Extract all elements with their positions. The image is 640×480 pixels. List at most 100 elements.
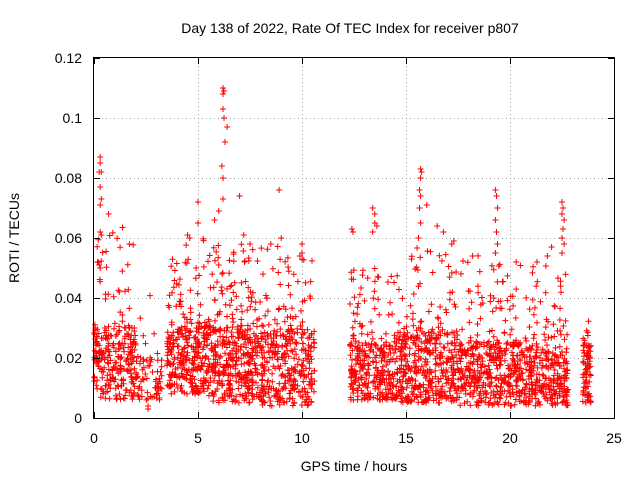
data-point: [209, 390, 216, 396]
data-point: [146, 362, 153, 369]
data-point: [127, 349, 134, 356]
data-point: [562, 317, 569, 324]
data-point: [260, 343, 266, 350]
data-point: [544, 253, 551, 259]
data-point: [134, 391, 141, 398]
data-point: [509, 349, 515, 356]
data-point: [205, 316, 212, 323]
data-point: [123, 357, 130, 363]
data-point: [192, 275, 199, 282]
data-point: [417, 193, 424, 199]
data-point: [415, 399, 422, 406]
data-point: [535, 400, 541, 407]
data-point: [561, 241, 568, 247]
data-point: [398, 368, 404, 375]
data-point: [208, 345, 215, 352]
data-point: [516, 398, 523, 405]
data-point: [224, 324, 231, 331]
data-point: [436, 252, 443, 259]
data-point: [285, 264, 292, 271]
data-point: [215, 262, 222, 268]
data-point: [292, 385, 298, 391]
data-point: [493, 229, 500, 235]
data-point: [564, 331, 571, 338]
data-point: [381, 369, 388, 375]
data-point: [389, 311, 396, 318]
data-point: [555, 375, 562, 382]
data-point: [511, 401, 518, 408]
data-point: [255, 338, 262, 345]
data-point: [224, 285, 230, 292]
data-point: [184, 349, 191, 356]
data-point: [157, 368, 164, 375]
data-point: [425, 381, 432, 388]
data-point: [516, 392, 523, 399]
data-point: [505, 373, 512, 379]
data-point: [232, 362, 239, 369]
data-point: [463, 351, 470, 358]
data-point: [355, 300, 362, 307]
data-point: [359, 322, 366, 329]
data-point: [307, 278, 314, 285]
data-point: [379, 363, 386, 370]
data-point: [410, 310, 416, 317]
data-point: [97, 184, 104, 190]
data-point: [543, 363, 550, 370]
data-point: [285, 353, 292, 360]
data-point: [153, 395, 160, 402]
data-point: [142, 340, 149, 347]
data-point: [550, 377, 557, 384]
data-point: [275, 269, 282, 276]
data-point: [459, 349, 466, 356]
data-point: [212, 328, 218, 335]
data-point: [455, 366, 462, 373]
data-point: [151, 330, 158, 337]
data-point: [411, 396, 418, 403]
data-point: [128, 373, 135, 380]
data-point: [565, 386, 572, 393]
data-point: [587, 393, 594, 400]
data-point: [304, 402, 311, 409]
data-point: [555, 275, 561, 282]
data-point: [218, 380, 225, 387]
data-point: [106, 352, 113, 359]
data-point: [580, 360, 587, 366]
data-point: [418, 318, 425, 325]
data-point: [272, 393, 279, 400]
data-point: [534, 319, 540, 326]
data-point: [240, 248, 247, 254]
data-point: [276, 380, 283, 387]
data-point: [173, 303, 180, 310]
data-point: [559, 387, 566, 393]
data-point: [529, 381, 536, 388]
data-point: [563, 367, 570, 374]
data-point: [478, 370, 485, 377]
data-point: [511, 369, 518, 376]
data-point: [245, 358, 252, 365]
data-point: [121, 324, 128, 331]
data-point: [184, 319, 191, 326]
data-point: [274, 243, 281, 250]
data-point: [133, 369, 139, 376]
data-point: [413, 363, 420, 370]
data-point: [204, 341, 210, 348]
data-point: [410, 291, 417, 297]
data-point: [351, 377, 357, 384]
data-point: [556, 392, 563, 399]
data-point: [354, 304, 361, 311]
data-point: [285, 328, 292, 334]
data-point: [364, 369, 370, 376]
data-point: [415, 366, 421, 373]
data-point: [528, 381, 535, 388]
data-point: [371, 378, 378, 385]
data-point: [241, 341, 247, 348]
x-tick-labels: 0 5 10 15 20 25: [90, 430, 622, 446]
data-point: [498, 305, 505, 312]
data-point: [283, 398, 290, 405]
data-point: [271, 316, 278, 323]
data-point: [372, 354, 379, 361]
data-point: [564, 360, 571, 367]
data-point: [523, 337, 530, 344]
data-point: [356, 368, 363, 374]
data-point: [307, 348, 314, 355]
